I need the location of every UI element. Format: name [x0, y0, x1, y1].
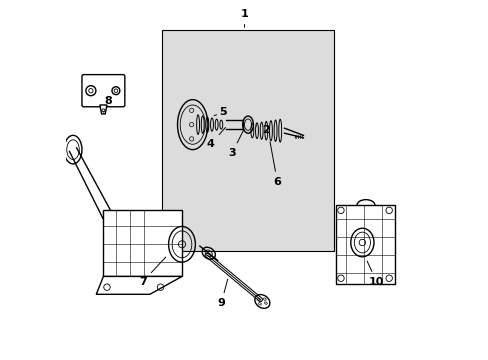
Bar [335, 205, 394, 284]
Bar [162, 30, 333, 251]
Text: 1: 1 [240, 9, 248, 27]
Text: 3: 3 [228, 131, 243, 158]
Polygon shape [100, 105, 107, 114]
Bar [103, 210, 182, 276]
Text: 6: 6 [269, 141, 281, 187]
Polygon shape [96, 276, 182, 294]
Text: 9: 9 [217, 279, 227, 308]
Text: 7: 7 [139, 257, 165, 287]
Text: 4: 4 [206, 127, 225, 149]
Text: 10: 10 [366, 261, 384, 287]
FancyBboxPatch shape [82, 75, 124, 107]
Text: 2: 2 [255, 125, 269, 135]
Text: 5: 5 [214, 107, 226, 117]
Text: 8: 8 [103, 96, 112, 112]
